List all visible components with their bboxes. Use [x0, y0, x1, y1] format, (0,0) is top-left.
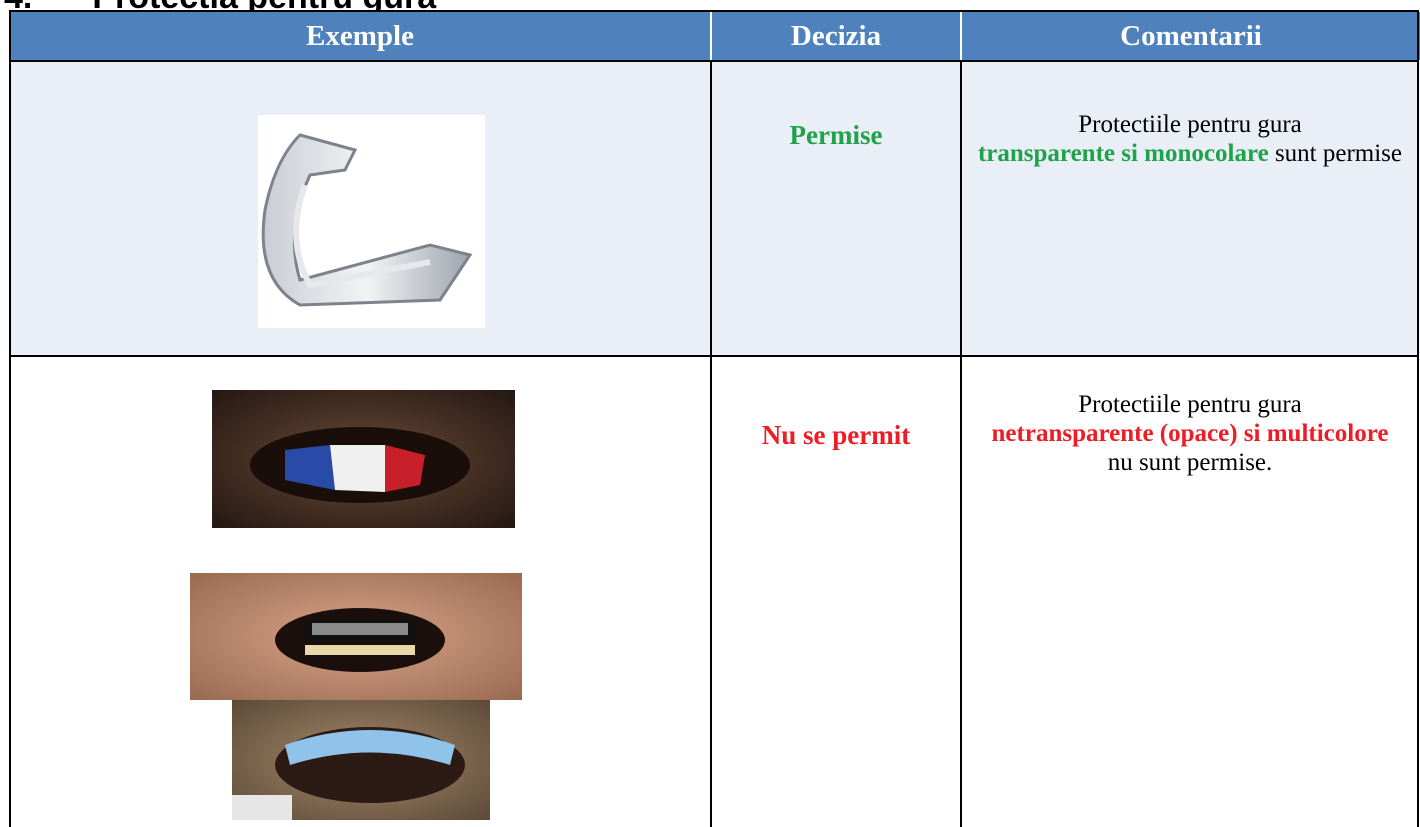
border — [960, 60, 962, 827]
decision: Permise — [789, 120, 883, 150]
decision: Nu se permit — [761, 420, 911, 450]
border — [9, 355, 1419, 357]
comment-highlight: transparente si monocolare — [977, 140, 1269, 167]
photo — [190, 573, 522, 700]
comment-text: Protectiile pentru gura — [1078, 111, 1302, 138]
header-cell: Decizia — [712, 12, 960, 60]
comment-highlight: netransparente (opace) si multicolore — [991, 420, 1389, 447]
comment-text: nu sunt permise. — [1107, 449, 1273, 476]
row-bg — [10, 62, 1420, 355]
border — [9, 10, 1419, 12]
header-cell: Exemple — [10, 12, 710, 60]
photo — [212, 390, 515, 528]
border — [710, 60, 712, 827]
header-cell: Comentarii — [962, 12, 1420, 60]
comment-text: Protectiile pentru gura — [1078, 391, 1302, 418]
border — [9, 60, 1419, 62]
photo — [232, 700, 490, 820]
comment: Protectiile pentru gura transparente si m… — [962, 110, 1418, 168]
comment-text: sunt permise — [1274, 140, 1403, 167]
comment: Protectiile pentru gura netransparente (o… — [962, 390, 1418, 477]
border — [9, 10, 11, 827]
border — [1417, 10, 1419, 827]
photo — [258, 115, 485, 328]
